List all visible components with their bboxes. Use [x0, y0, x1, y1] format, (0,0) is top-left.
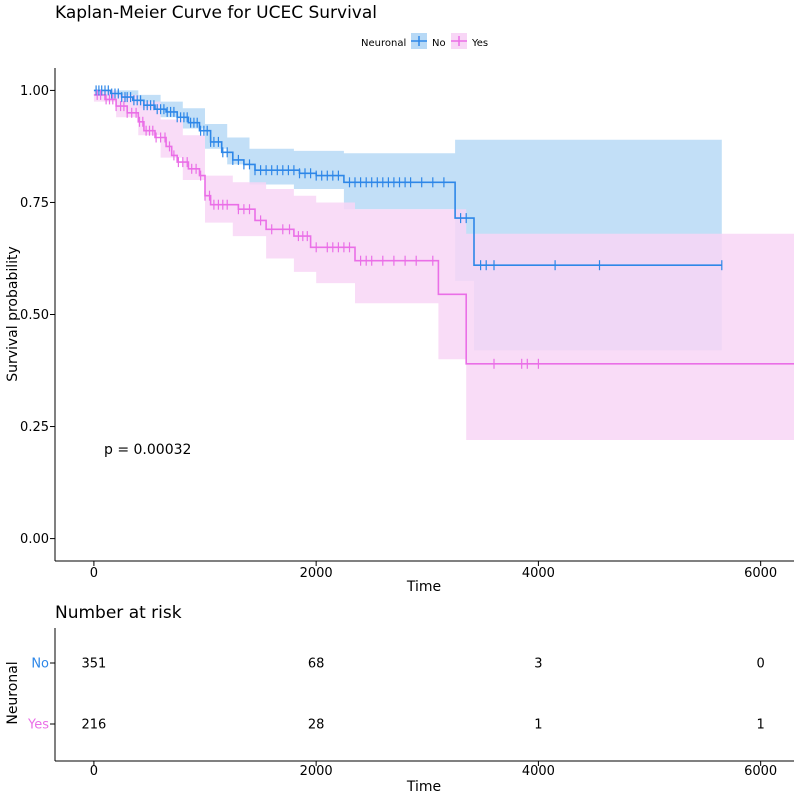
- y-ticks: 0.00 0.25 0.50 0.75 1.00: [20, 84, 55, 547]
- y-tick-label: 0.75: [20, 196, 49, 211]
- risk-count-no: 68: [308, 657, 325, 672]
- legend-title: Neuronal: [361, 38, 406, 49]
- x-tick-label: 4000: [522, 566, 555, 581]
- risk-count-no: 0: [757, 657, 765, 672]
- risk-table-rows: No 351 68 3 0 Yes 216 28 1 1: [27, 657, 765, 733]
- x-axis-label: Time: [406, 579, 441, 595]
- risk-count-no: 3: [534, 657, 542, 672]
- legend: Neuronal No Yes: [361, 33, 488, 49]
- legend-no-label: No: [432, 38, 446, 49]
- risk-table-x-ticks: 0 2000 4000 6000: [90, 761, 777, 779]
- risk-table-y-label: Neuronal: [5, 661, 21, 724]
- risk-count-yes: 28: [308, 718, 325, 733]
- x-tick-label: 2000: [300, 566, 333, 581]
- confidence-bands: [93, 90, 794, 441]
- survival-curves: [93, 89, 794, 365]
- risk-row-label-yes: Yes: [27, 718, 49, 733]
- p-value-annotation: p = 0.00032: [104, 442, 191, 458]
- risk-table-x-label: Time: [406, 779, 441, 795]
- x-ticks: 0 2000 4000 6000: [90, 561, 777, 581]
- chart-title: Kaplan-Meier Curve for UCEC Survival: [55, 3, 377, 23]
- risk-x-tick-label: 6000: [744, 764, 777, 779]
- y-tick-label: 0.50: [20, 308, 49, 323]
- risk-x-tick-label: 0: [90, 764, 98, 779]
- y-tick-label: 0.25: [20, 420, 49, 435]
- risk-count-yes: 1: [534, 718, 542, 733]
- risk-x-tick-label: 4000: [522, 764, 555, 779]
- risk-table-title: Number at risk: [55, 603, 182, 623]
- survival-curve-yes: [93, 94, 794, 365]
- risk-count-no: 351: [81, 657, 106, 672]
- risk-x-tick-label: 2000: [300, 764, 333, 779]
- y-axis-label: Survival probability: [5, 246, 21, 382]
- x-tick-label: 0: [90, 566, 98, 581]
- risk-count-yes: 216: [81, 718, 106, 733]
- risk-count-yes: 1: [757, 718, 765, 733]
- survival-curve-no: [93, 89, 722, 266]
- ci-band-yes: [93, 90, 794, 441]
- x-tick-label: 6000: [744, 566, 777, 581]
- legend-yes-label: Yes: [471, 38, 488, 49]
- risk-row-label-no: No: [31, 657, 49, 672]
- y-tick-label: 1.00: [20, 84, 49, 99]
- censor-marks: [95, 85, 723, 369]
- y-tick-label: 0.00: [20, 532, 49, 547]
